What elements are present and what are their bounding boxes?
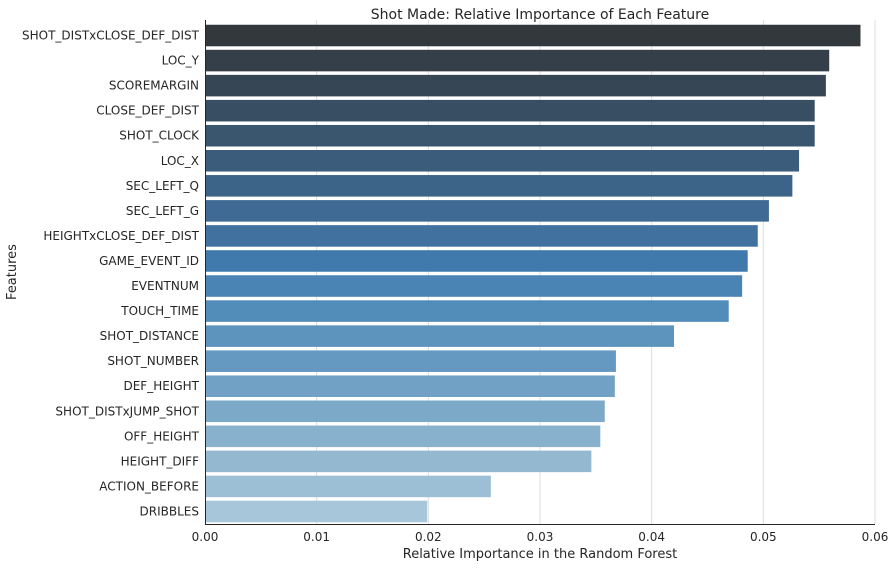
bar: [205, 99, 815, 122]
y-tick-label: SHOT_DISTxJUMP_SHOT: [55, 404, 199, 418]
chart-title: Shot Made: Relative Importance of Each F…: [371, 7, 709, 23]
bar: [205, 250, 748, 272]
bar: [205, 200, 769, 222]
bar: [205, 300, 729, 322]
y-tick-label: SEC_LEFT_G: [126, 204, 199, 218]
y-tick-label: CLOSE_DEF_DIST: [96, 104, 199, 118]
bar: [205, 400, 605, 423]
bar: [205, 49, 830, 72]
bar: [205, 475, 491, 498]
y-tick-label: LOC_Y: [162, 54, 200, 68]
y-tick-label: SCOREMARGIN: [109, 79, 199, 93]
y-tick-label: SHOT_DISTxCLOSE_DEF_DIST: [22, 29, 200, 43]
y-tick-label: SHOT_CLOCK: [119, 129, 200, 143]
bar: [205, 275, 743, 297]
x-axis-title: Relative Importance in the Random Forest: [403, 547, 678, 562]
x-tick-label: 0.01: [303, 530, 330, 544]
x-tick-label: 0.03: [527, 530, 554, 544]
y-axis-title: Features: [5, 244, 20, 300]
bar: [205, 450, 592, 473]
bar: [205, 500, 428, 523]
y-tick-label: HEIGHT_DIFF: [121, 454, 199, 468]
bar: [205, 375, 615, 397]
y-tick-label: ACTION_BEFORE: [99, 479, 199, 493]
y-tick-label: SEC_LEFT_Q: [126, 179, 199, 193]
y-tick-label: HEIGHTxCLOSE_DEF_DIST: [43, 229, 199, 243]
x-tick-label: 0.02: [415, 530, 442, 544]
y-tick-label: EVENTNUM: [131, 279, 199, 293]
y-tick-label: SHOT_DISTANCE: [100, 329, 199, 343]
bar: [205, 325, 674, 347]
bar: [205, 124, 815, 147]
bar: [205, 350, 616, 372]
bar: [205, 24, 861, 47]
y-tick-label: OFF_HEIGHT: [124, 429, 200, 443]
x-tick-label: 0.05: [750, 530, 777, 544]
y-tick-label: TOUCH_TIME: [120, 304, 199, 318]
bar: [205, 175, 793, 197]
bar-series: [205, 24, 861, 523]
bar: [205, 425, 601, 448]
y-tick-label: GAME_EVENT_ID: [99, 254, 199, 268]
x-tick-label: 0.04: [638, 530, 665, 544]
y-tick-labels: SHOT_DISTxCLOSE_DEF_DIST LOC_Y SCOREMARGIN…: [22, 29, 200, 519]
y-tick-label: LOC_X: [161, 154, 199, 168]
bar: [205, 150, 800, 172]
y-tick-label: DRIBBLES: [140, 504, 199, 518]
y-tick-label: SHOT_NUMBER: [107, 354, 199, 368]
x-tick-label: 0.00: [192, 530, 219, 544]
x-tick-label: 0.06: [862, 530, 889, 544]
bar: [205, 74, 826, 97]
bar: [205, 225, 758, 247]
y-tick-label: DEF_HEIGHT: [123, 379, 199, 393]
x-tick-labels: 0.00 0.01 0.02 0.03 0.04 0.05 0.06: [192, 530, 889, 544]
